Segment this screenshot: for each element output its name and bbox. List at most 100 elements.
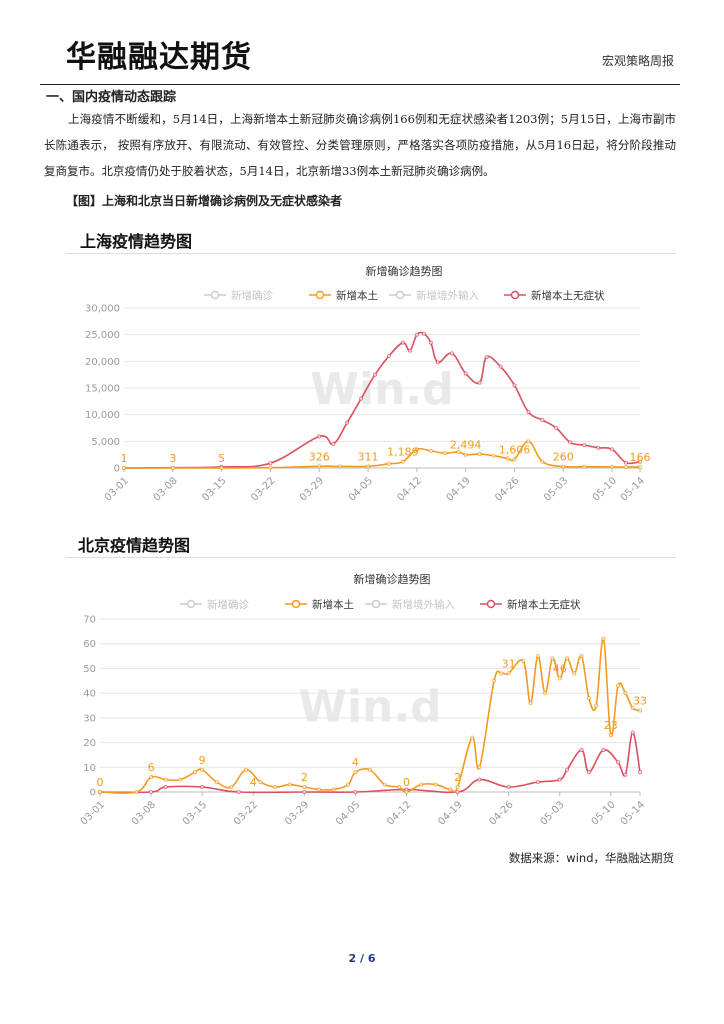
data-point [407, 348, 412, 353]
data-point [400, 340, 405, 345]
data-label: 3 [169, 452, 176, 465]
data-point [616, 683, 621, 688]
data-point [601, 747, 606, 752]
data-point [400, 459, 405, 464]
data-label: 33 [633, 694, 647, 707]
legend-label: 新增境外输入 [392, 598, 455, 611]
data-label: 4 [352, 756, 359, 769]
x-tick-label: 04-12 [385, 799, 413, 827]
data-point [449, 351, 454, 356]
data-point [638, 459, 643, 464]
y-tick-label: 0 [114, 464, 120, 475]
data-point [477, 777, 482, 782]
data-point [258, 780, 263, 785]
data-point [470, 735, 475, 740]
data-point [359, 396, 364, 401]
data-point [386, 461, 391, 466]
watermark: Win.d [310, 364, 453, 415]
data-point [163, 785, 168, 790]
data-point [540, 417, 545, 422]
data-point [565, 767, 570, 772]
data-point [630, 705, 635, 710]
data-point [543, 691, 548, 696]
x-tick-label: 04-19 [444, 475, 472, 503]
data-point [448, 787, 453, 792]
data-label: 23 [604, 719, 618, 732]
data-point [243, 767, 248, 772]
data-point [601, 636, 606, 641]
data-point [397, 785, 402, 790]
y-tick-label: 50 [83, 664, 96, 675]
data-point [353, 789, 358, 794]
y-tick-label: 25,000 [85, 330, 120, 341]
data-point [535, 780, 540, 785]
series-line [99, 731, 641, 794]
data-point [200, 767, 205, 772]
legend-item: 新增确诊 [180, 598, 249, 611]
y-tick-label: 40 [83, 689, 96, 700]
x-tick-label: 04-12 [396, 475, 424, 503]
data-point [477, 380, 482, 385]
data-point [557, 676, 562, 681]
data-point [638, 770, 643, 775]
legend-marker [510, 290, 520, 300]
data-point [616, 760, 621, 765]
y-tick-label: 10,000 [85, 410, 120, 421]
y-tick-label: 0 [90, 788, 96, 799]
data-point [273, 785, 278, 790]
data-point [331, 787, 336, 792]
data-point [586, 696, 591, 701]
data-point [386, 354, 391, 359]
data-point [610, 447, 615, 452]
header-divider [40, 84, 680, 85]
legend-item: 新增本土 [309, 289, 378, 302]
data-point [638, 708, 643, 713]
data-point [608, 733, 613, 738]
chart-title: 新增确诊趋势图 [366, 264, 443, 278]
x-tick-label: 04-26 [487, 799, 515, 827]
data-point [178, 777, 183, 782]
data-point [596, 445, 601, 450]
legend-marker [210, 290, 220, 300]
data-point [414, 447, 419, 452]
data-point [582, 464, 587, 469]
data-point [506, 785, 511, 790]
data-label: 1,189 [387, 446, 419, 459]
data-point [498, 364, 503, 369]
y-tick-label: 20,000 [85, 357, 120, 368]
panel-divider-beijing [66, 557, 676, 558]
legend-label: 新增境外输入 [416, 289, 479, 302]
data-point [638, 465, 643, 470]
data-label: 1 [121, 452, 128, 465]
data-point [579, 747, 584, 752]
legend-marker [486, 599, 496, 609]
data-point [414, 332, 419, 337]
data-label: 311 [358, 450, 379, 463]
data-point [623, 772, 628, 777]
data-point [373, 372, 378, 377]
data-point [624, 464, 629, 469]
x-tick-label: 05-10 [591, 475, 619, 503]
x-tick-label: 05-14 [619, 799, 647, 827]
data-point [512, 383, 517, 388]
data-point [561, 464, 566, 469]
x-tick-label: 04-19 [436, 799, 464, 827]
data-point [610, 464, 615, 469]
legend-label: 新增本土 [312, 598, 354, 611]
data-point [521, 659, 526, 664]
data-point [200, 785, 205, 790]
x-tick-label: 04-26 [493, 475, 521, 503]
legend-label: 新增本土无症状 [531, 289, 605, 302]
data-point [433, 782, 438, 787]
watermark: Win.d [298, 682, 441, 733]
data-label: 2 [454, 771, 461, 784]
legend-label: 新增本土无症状 [507, 598, 581, 611]
data-point [366, 464, 371, 469]
data-point [455, 785, 460, 790]
data-point [463, 452, 468, 457]
x-tick-label: 04-05 [334, 799, 362, 827]
data-point [345, 420, 350, 425]
data-point [268, 461, 273, 466]
section-title: 一、国内疫情动态跟踪 [46, 90, 177, 105]
